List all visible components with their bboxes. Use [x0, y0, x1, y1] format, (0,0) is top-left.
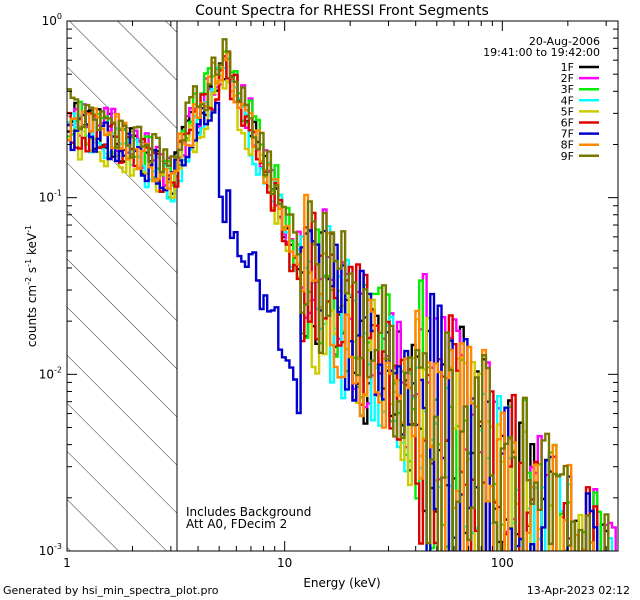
series-line-8F	[67, 51, 618, 551]
annotation-background: Includes Background	[186, 505, 311, 519]
legend-label-8F: 8F	[561, 139, 574, 152]
y-axis-label-mid2: keV	[25, 232, 39, 259]
y-axis-label-exp3: -1	[24, 225, 33, 233]
legend-label-4F: 4F	[561, 94, 574, 107]
y-axis-label-exp1: -2	[24, 277, 33, 285]
chart-title: Count Spectra for RHESSI Front Segments	[195, 3, 489, 19]
series-line-7F	[67, 101, 599, 551]
y-tick-label: 10-1	[39, 189, 62, 205]
y-axis-label: counts cm-2 s-1 keV-1	[24, 225, 39, 347]
excluded-region	[67, 21, 177, 551]
legend-label-9F: 9F	[561, 150, 574, 163]
legend-label-7F: 7F	[561, 128, 574, 141]
y-tick-label: 100	[42, 12, 62, 28]
y-tick-label: 10-3	[39, 542, 62, 558]
series-group	[67, 38, 618, 551]
date-label: 20-Aug-2006	[529, 35, 600, 48]
y-axis-label-exp2: -1	[24, 259, 33, 267]
x-tick-label: 10	[277, 556, 292, 570]
legend-label-1F: 1F	[561, 61, 574, 74]
legend-label-5F: 5F	[561, 105, 574, 118]
axis-ticks: 1 10 100 100 10-1 10-2 10-3	[39, 12, 618, 570]
annotation-attenuator: Att A0, FDecim 2	[186, 517, 287, 531]
legend-label-2F: 2F	[561, 72, 574, 85]
x-tick-label: 1	[63, 556, 71, 570]
legend-label-6F: 6F	[561, 117, 574, 130]
generated-by-footer: Generated by hsi_min_spectra_plot.pro	[3, 584, 219, 597]
x-axis-label: Energy (keV)	[303, 576, 380, 590]
timestamp-footer: 13-Apr-2023 02:12	[526, 584, 630, 597]
legend-label-3F: 3F	[561, 83, 574, 96]
x-tick-label: 100	[491, 556, 514, 570]
plot-frame	[66, 20, 619, 552]
y-axis-label-main: counts cm	[25, 285, 39, 347]
y-tick-label: 10-2	[39, 365, 62, 381]
time-range-label: 19:41:00 to 19:42:00	[483, 46, 600, 59]
y-axis-label-mid: s	[25, 267, 39, 277]
series-line-9F	[67, 38, 610, 551]
